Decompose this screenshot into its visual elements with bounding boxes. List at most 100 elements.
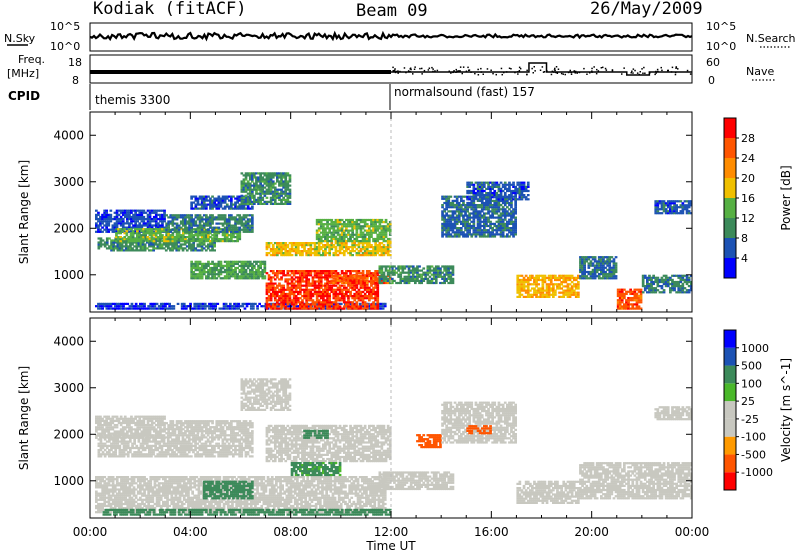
heatmap-cell-power-3: [223, 240, 227, 243]
heatmap-cell-power-0: [147, 307, 150, 310]
heatmap-cell-power-6: [209, 277, 212, 280]
heatmap-cell-power-13: [460, 214, 463, 217]
heatmap-cell-power-1: [123, 215, 127, 219]
freq-point: [639, 71, 641, 73]
heatmap-cell-power-5: [194, 207, 198, 210]
heatmap-cell-power-7: [284, 202, 288, 205]
heatmap-cell-power-3: [131, 230, 135, 233]
heatmap-cell-power-10: [353, 292, 357, 296]
heatmap-cell-power-10: [355, 284, 359, 287]
heatmap-cell-power-10: [342, 292, 346, 296]
heatmap-cell-power-1: [105, 224, 108, 227]
heatmap-cell-power-10: [313, 305, 317, 308]
heatmap-cell-power-10: [276, 276, 279, 279]
heatmap-cell-power-6: [246, 260, 250, 263]
heatmap-cell-power-13: [468, 233, 471, 236]
heatmap-cell-power-8: [265, 254, 269, 257]
heatmap-cell-power-7: [259, 202, 262, 205]
heatmap-cell-power-12: [432, 271, 436, 274]
heatmap-cell-power-8: [359, 248, 363, 251]
heatmap-cell-power-10: [309, 297, 313, 300]
heatmap-cell-power-1: [115, 209, 119, 212]
heatmap-cell-power-6: [248, 275, 252, 278]
heatmap-cell-power-9: [326, 227, 329, 230]
heatmap-cell-power-14: [499, 196, 503, 199]
freq-point: [486, 68, 489, 70]
heatmap-cell-power-4: [198, 218, 202, 221]
heatmap-cell-power-6: [255, 271, 258, 274]
heatmap-cell-power-10: [311, 276, 315, 279]
heatmap-cell-power-4: [223, 226, 227, 229]
heatmap-cell-power-6: [217, 273, 221, 276]
heatmap-cell-power-3: [142, 230, 145, 233]
heatmap-cell-power-7: [286, 186, 290, 189]
heatmap-cell-power-13: [493, 201, 497, 205]
heatmap-cell-power-4: [230, 224, 233, 227]
heatmap-cell-power-8: [284, 244, 288, 247]
heatmap-cell-power-1: [126, 222, 129, 225]
heatmap-cell-power-8: [382, 252, 386, 255]
heatmap-cell-power-0: [130, 302, 134, 305]
heatmap-cell-power-4: [167, 226, 170, 229]
heatmap-cell-power-11: [365, 281, 369, 285]
heatmap-cell-power-7: [273, 186, 277, 189]
heatmap-cell-power-7: [269, 184, 273, 187]
heatmap-cell-power-7: [267, 184, 271, 187]
heatmap-cell-power-13: [483, 224, 486, 228]
heatmap-cell-power-13: [508, 220, 511, 223]
heatmap-cell-power-13: [457, 212, 461, 215]
heatmap-cell-power-6: [213, 262, 216, 265]
heatmap-cell-power-13: [480, 206, 484, 209]
heatmap-cell-power-6: [240, 275, 244, 278]
heatmap-cell-power-3: [115, 236, 118, 239]
heatmap-cell-power-13: [460, 195, 463, 198]
heatmap-cell-power-14: [476, 181, 480, 184]
heatmap-cell-power-13: [478, 227, 482, 230]
heatmap-cell-power-11: [349, 279, 352, 282]
heatmap-cell-power-8: [311, 242, 315, 245]
heatmap-cell-power-10: [361, 286, 365, 289]
heatmap-cell-power-1: [140, 226, 144, 229]
heatmap-cell-power-1: [113, 228, 117, 231]
heatmap-cell-power-4: [171, 220, 175, 223]
heatmap-cell-power-5: [202, 205, 206, 208]
heatmap-cell-power-14: [497, 183, 501, 186]
heatmap-cell-power-3: [133, 240, 137, 243]
heatmap-cell-power-7: [261, 184, 265, 187]
heatmap-cell-power-13: [457, 229, 461, 232]
heatmap-cell-power-5: [219, 199, 223, 202]
heatmap-cell-power-13: [474, 206, 478, 209]
heatmap-cell-power-8: [280, 242, 283, 245]
heatmap-cell-power-9: [374, 218, 377, 222]
heatmap-cell-power-3: [115, 234, 118, 237]
heatmap-cell-power-13: [460, 208, 463, 211]
heatmap-cell-power-6: [217, 271, 221, 274]
heatmap-cell-power-13: [480, 208, 484, 211]
heatmap-cell-power-1: [113, 218, 117, 221]
heatmap-cell-power-9: [359, 235, 363, 238]
heatmap-cell-power-4: [223, 216, 227, 219]
heatmap-cell-power-7: [261, 196, 265, 199]
heatmap-cell-power-12: [422, 273, 426, 276]
heatmap-cell-power-0: [141, 307, 144, 310]
heatmap-cell-power-10: [353, 284, 357, 287]
freq-point: [526, 73, 528, 76]
heatmap-cell-power-14: [478, 189, 482, 193]
heatmap-cell-power-4: [200, 216, 204, 219]
heatmap-cell-power-4: [209, 216, 212, 219]
heatmap-cell-power-0: [243, 307, 247, 310]
heatmap-cell-power-10: [363, 297, 367, 300]
heatmap-cell-power-13: [512, 216, 515, 219]
heatmap-cell-power-9: [378, 225, 382, 228]
heatmap-cell-power-10: [361, 272, 365, 275]
heatmap-cell-power-4: [209, 218, 212, 221]
heatmap-cell-power-11: [376, 277, 380, 280]
heatmap-cell-power-7: [255, 178, 258, 181]
heatmap-cell-power-7: [284, 200, 288, 203]
heatmap-cell-power-8: [345, 244, 348, 247]
heatmap-cell-power-12: [416, 277, 419, 280]
heatmap-cell-power-0: [120, 307, 123, 310]
heatmap-cell-power-9: [376, 221, 380, 224]
heatmap-cell-power-11: [363, 277, 367, 280]
heatmap-cell-power-10: [305, 286, 308, 289]
